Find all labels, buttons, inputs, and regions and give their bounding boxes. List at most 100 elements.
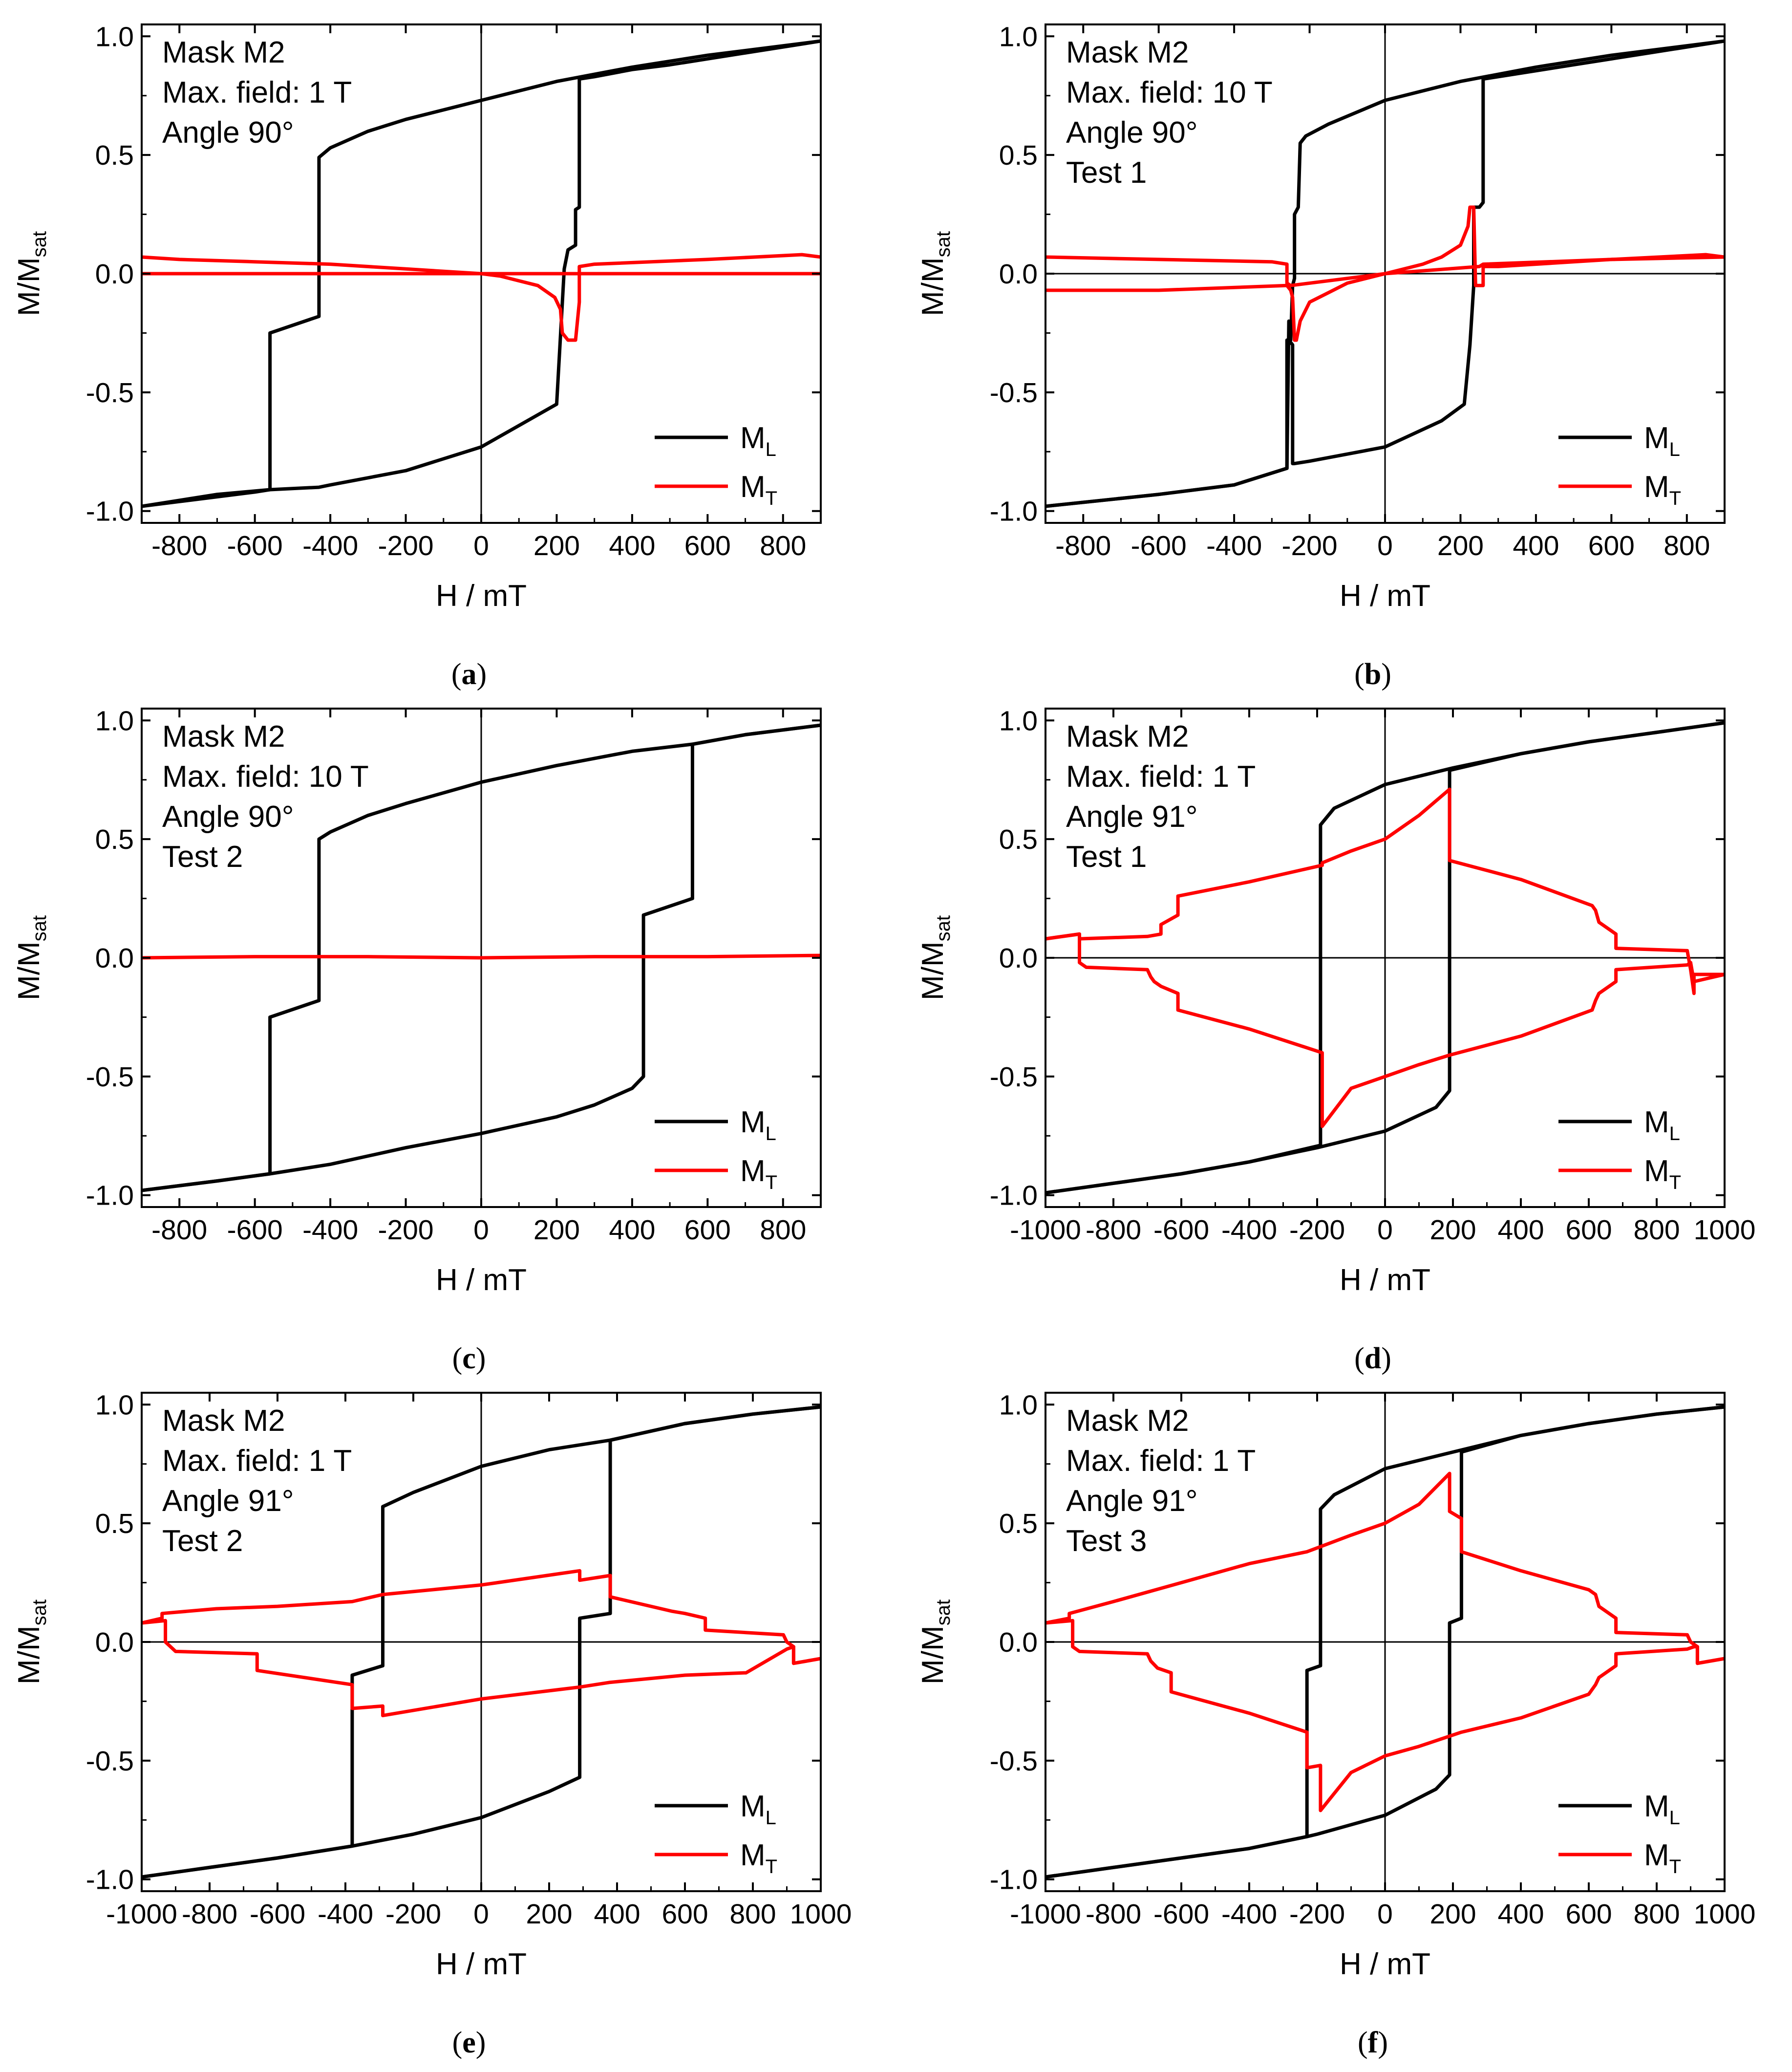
x-tick-label: -600 xyxy=(1153,1899,1209,1930)
series-group xyxy=(1045,721,1725,1195)
chart-panel-a: -800 -600 -400 -200 0 200 400 600 800 -1.0 -0.5 0.0… xyxy=(12,21,822,691)
series-MT-2 xyxy=(142,253,821,342)
annotation-line: Angle 91° xyxy=(1066,800,1198,834)
y-tick-label: 0.0 xyxy=(999,943,1038,974)
y-tick-label: -0.5 xyxy=(86,1061,134,1093)
series-group xyxy=(142,723,821,1192)
x-tick-label: 400 xyxy=(609,530,655,561)
x-tick-label: -200 xyxy=(1289,1899,1345,1930)
x-tick-label: -600 xyxy=(1131,530,1187,561)
annotation-line: Test 3 xyxy=(1066,1524,1147,1558)
x-tick-label: -200 xyxy=(1289,1214,1345,1246)
y-axis-title: M/Msat xyxy=(916,1599,954,1684)
annotation-line: Angle 91° xyxy=(1066,1484,1198,1518)
y-tick-label: 0.0 xyxy=(95,259,134,290)
series-MT-2 xyxy=(142,1569,821,1665)
annotation-line: Angle 91° xyxy=(162,1484,294,1518)
panel-label: (e) xyxy=(452,2026,486,2059)
x-tick-label: -600 xyxy=(1153,1214,1209,1246)
series-group xyxy=(1045,39,1725,508)
y-tick-label: 1.0 xyxy=(95,1389,134,1421)
legend-label: ML xyxy=(740,421,776,460)
y-tick-label: 1.0 xyxy=(95,705,134,736)
y-tick-label: 0.5 xyxy=(95,824,134,855)
x-tick-label: -400 xyxy=(302,530,358,561)
legend-label: ML xyxy=(740,1105,776,1144)
panel-label-letter: f xyxy=(1368,2026,1379,2059)
y-tick-label: -0.5 xyxy=(990,1746,1038,1777)
panel-label-letter: c xyxy=(462,1342,476,1375)
legend-label-sub: T xyxy=(766,1172,777,1193)
series-MT-2 xyxy=(1045,1471,1725,1665)
series-MT-3 xyxy=(142,1619,821,1718)
annotation-line: Test 2 xyxy=(162,1524,243,1558)
x-tick-label: -400 xyxy=(1206,530,1262,561)
x-tick-label: -1000 xyxy=(106,1899,177,1930)
annotation-line: Mask M2 xyxy=(1066,720,1189,754)
x-tick-label: 400 xyxy=(1497,1899,1544,1930)
y-axis-title: M/Msat xyxy=(12,1599,50,1684)
y-axis-title-sub: sat xyxy=(933,1599,954,1625)
y-axis-title: M/Msat xyxy=(12,915,50,1000)
x-tick-label: 0 xyxy=(1377,530,1393,561)
annotation-line: Max. field: 1 T xyxy=(162,1444,352,1478)
x-tick-label: -200 xyxy=(378,530,434,561)
x-tick-label: 600 xyxy=(1565,1899,1612,1930)
series-MT-3 xyxy=(1045,1619,1725,1813)
x-tick-label: 1000 xyxy=(1694,1899,1756,1930)
y-axis-title: M/Msat xyxy=(916,231,954,316)
x-axis-title: H / mT xyxy=(436,1263,527,1297)
legend-label: MT xyxy=(1644,470,1681,509)
x-axis-title: H / mT xyxy=(1340,1263,1430,1297)
legend-label-sub: L xyxy=(1669,1123,1680,1144)
y-tick-label: -1.0 xyxy=(990,1180,1038,1211)
series-MT-2 xyxy=(1045,205,1725,342)
chart-panel-c: -800 -600 -400 -200 0 200 400 600 800 -1.0 -0.5 0.0… xyxy=(12,705,822,1375)
annotation-line: Max. field: 1 T xyxy=(1066,1444,1256,1478)
annotation-line: Max. field: 1 T xyxy=(1066,760,1256,794)
legend-label-sub: T xyxy=(766,1856,777,1878)
x-tick-label: 400 xyxy=(1497,1214,1544,1246)
series-MT-3 xyxy=(1045,255,1725,287)
annotation-line: Mask M2 xyxy=(1066,1404,1189,1438)
x-tick-label: -800 xyxy=(182,1899,237,1930)
chart-panel-f: -1000 -800 -600 -400 -200 0 200 400 600 800 1000 -1… xyxy=(916,1389,1755,2059)
x-tick-label: 0 xyxy=(473,1899,489,1930)
series-group xyxy=(1045,1405,1725,1879)
series-group xyxy=(142,1405,821,1879)
series-ML-1 xyxy=(142,39,821,508)
annotation-line: Mask M2 xyxy=(162,36,285,69)
y-tick-label: 1.0 xyxy=(95,21,134,52)
annotation-line: Angle 90° xyxy=(162,800,294,834)
y-tick-label: 0.5 xyxy=(999,140,1038,171)
x-axis-title: H / mT xyxy=(1340,579,1430,613)
x-tick-label: 200 xyxy=(533,530,580,561)
chart-panel-b: -800 -600 -400 -200 0 200 400 600 800 -1.0 -0.5 0.0… xyxy=(916,21,1726,691)
legend-label: MT xyxy=(1644,1838,1681,1878)
annotation-line: Max. field: 10 T xyxy=(162,760,369,794)
x-tick-label: -600 xyxy=(227,530,283,561)
y-tick-label: 0.0 xyxy=(95,943,134,974)
x-tick-label: 800 xyxy=(1633,1214,1680,1246)
legend-label: ML xyxy=(1644,1105,1680,1144)
y-tick-label: -0.5 xyxy=(990,377,1038,409)
y-tick-label: 0.5 xyxy=(95,1508,134,1539)
panel-label: (f) xyxy=(1358,2026,1388,2059)
x-tick-label: 800 xyxy=(729,1899,776,1930)
y-tick-label: 1.0 xyxy=(999,21,1038,52)
legend-label: ML xyxy=(1644,1790,1680,1829)
x-axis-title: H / mT xyxy=(436,1947,527,1981)
series-MT-2 xyxy=(1045,787,1725,995)
annotation-line: Max. field: 1 T xyxy=(162,76,352,109)
panel-label: (a) xyxy=(451,658,487,691)
legend-label-sub: L xyxy=(1669,439,1680,460)
y-tick-label: -1.0 xyxy=(990,1864,1038,1896)
y-tick-label: -1.0 xyxy=(86,496,134,527)
x-tick-label: 800 xyxy=(1633,1899,1680,1930)
legend-label-sub: T xyxy=(1669,1856,1681,1878)
legend-label-sub: L xyxy=(766,1807,776,1829)
x-tick-label: -800 xyxy=(1086,1899,1141,1930)
legend-label-sub: T xyxy=(1669,1172,1681,1193)
